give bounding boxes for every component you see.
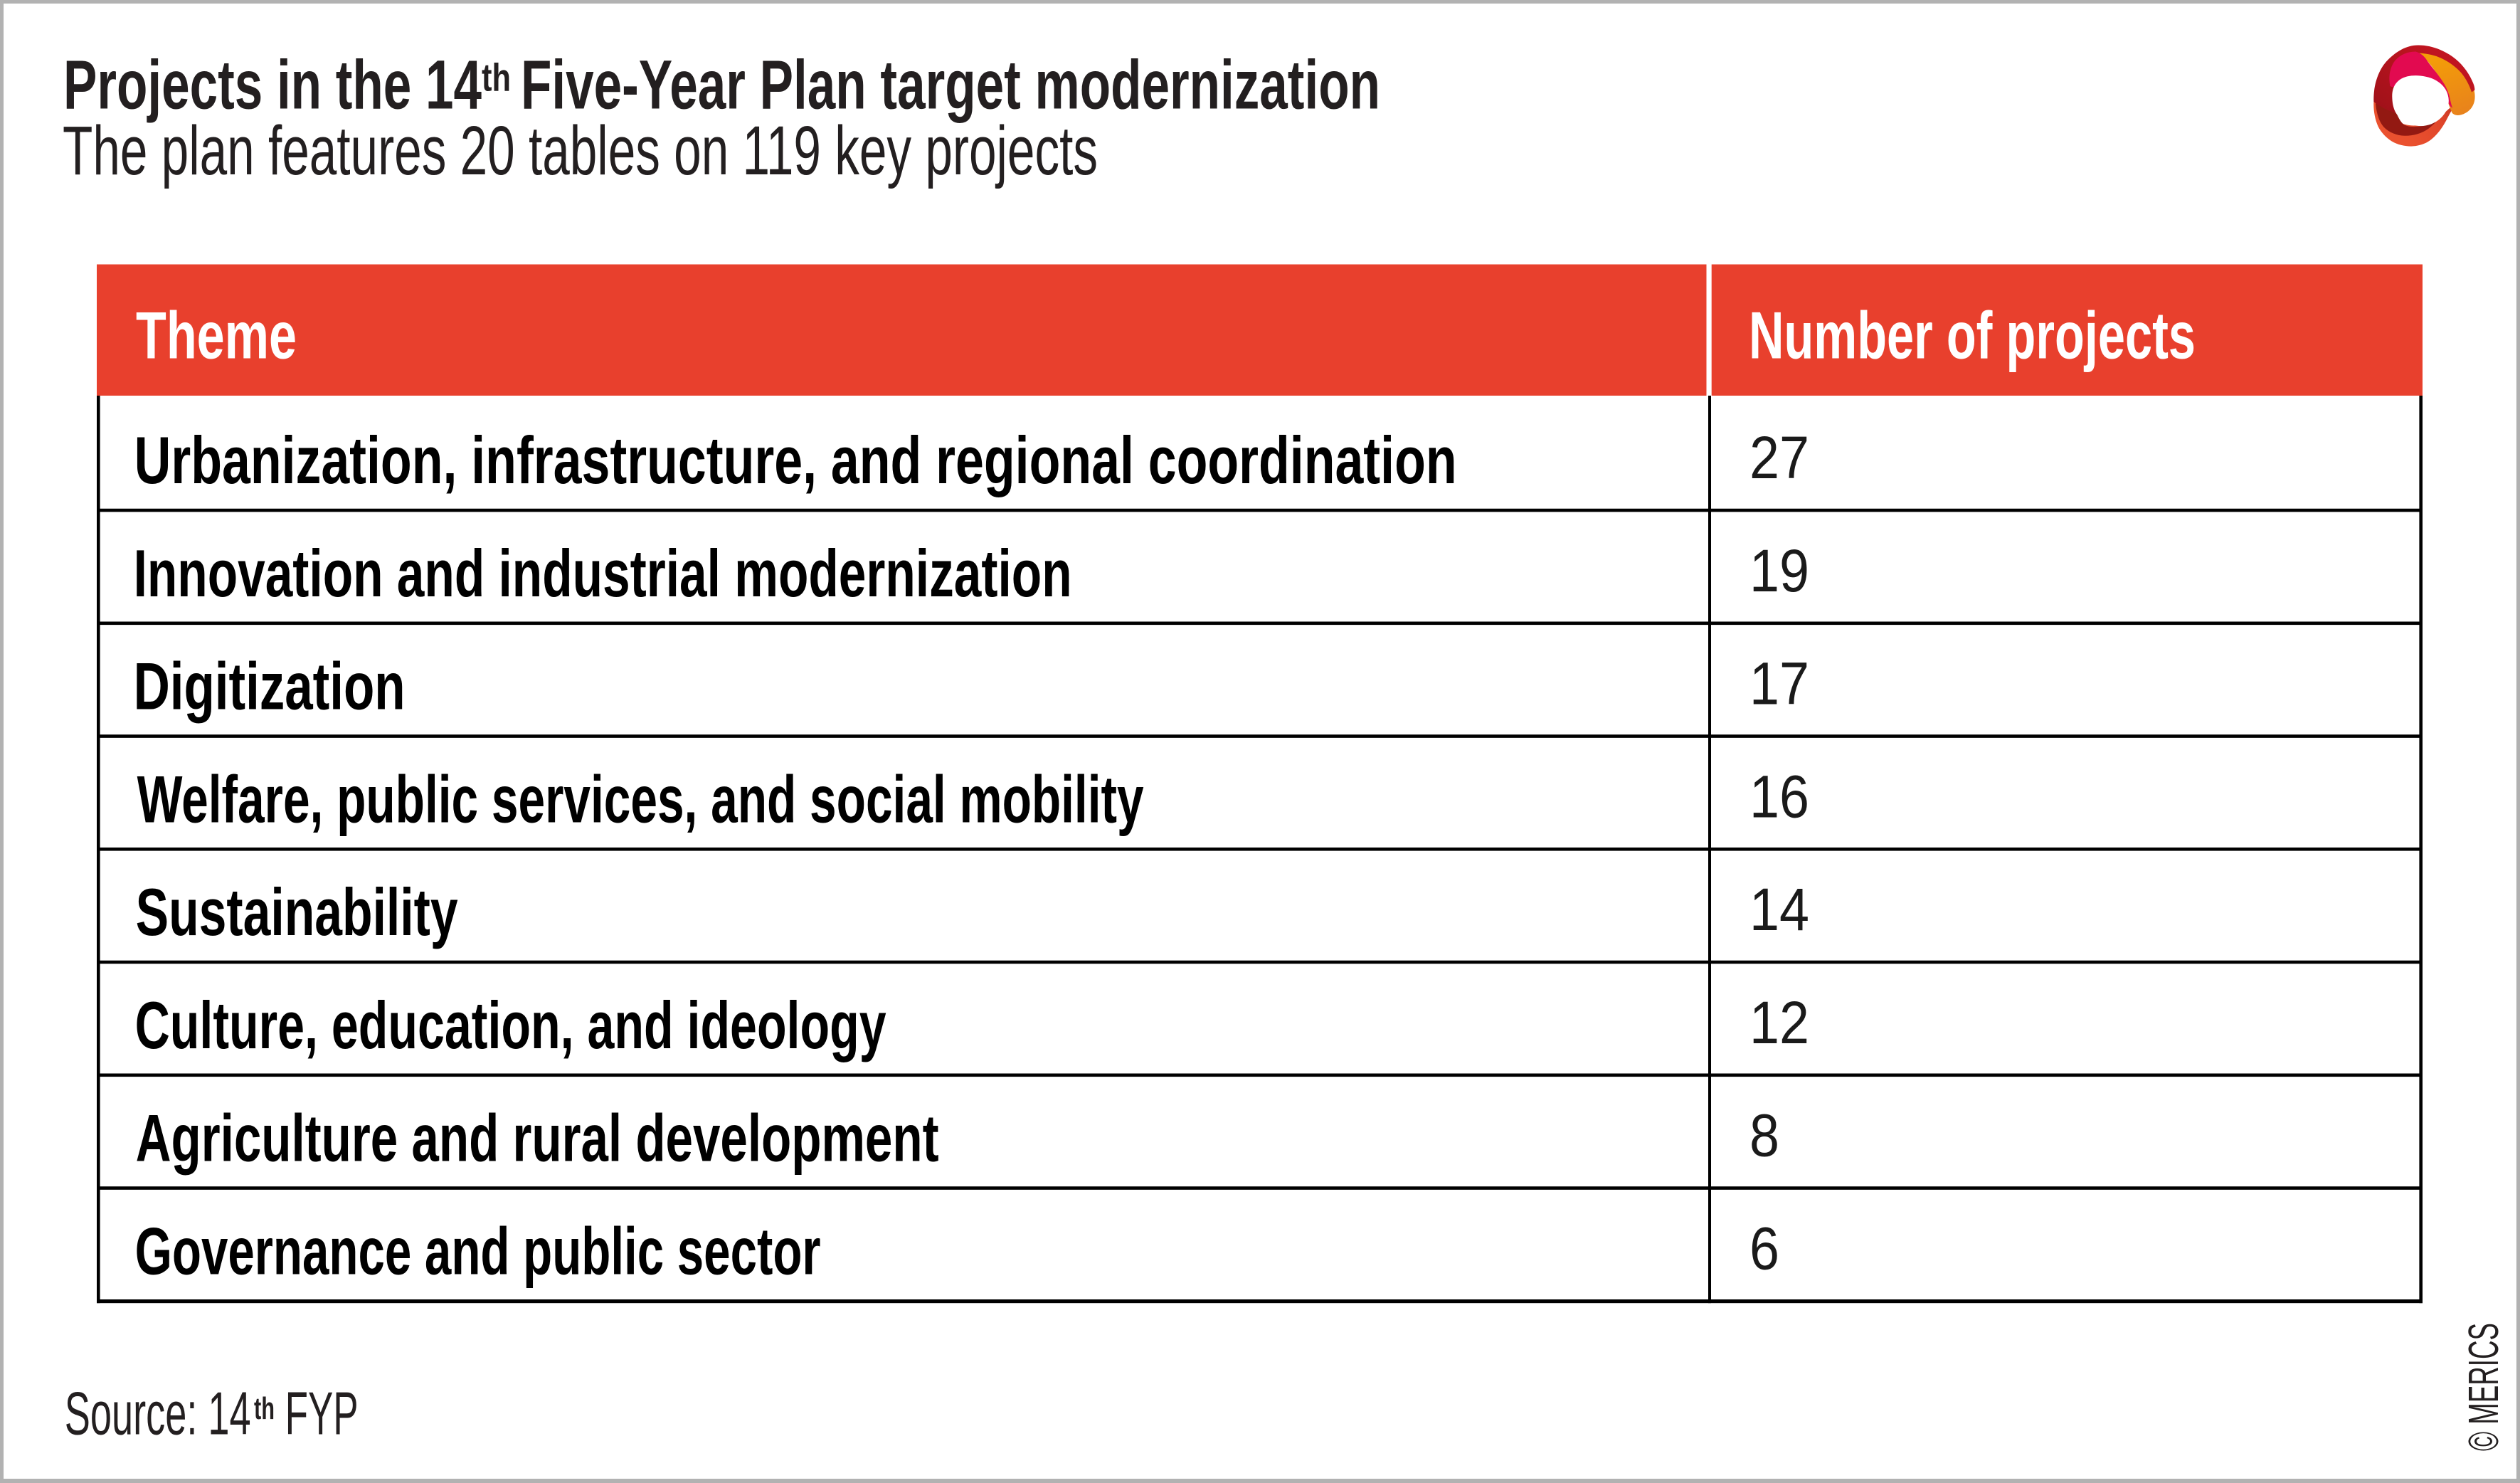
svg-text:Projects in the 14: Projects in the 14 xyxy=(63,46,482,124)
svg-text:14: 14 xyxy=(1749,876,1809,943)
svg-text:6: 6 xyxy=(1749,1215,1779,1282)
svg-text:Agriculture and rural developm: Agriculture and rural development xyxy=(136,1101,939,1176)
svg-text:8: 8 xyxy=(1749,1102,1779,1169)
svg-text:Source: 14: Source: 14 xyxy=(65,1381,251,1448)
svg-text:19: 19 xyxy=(1749,537,1809,604)
svg-text:Theme: Theme xyxy=(136,297,297,372)
svg-text:16: 16 xyxy=(1749,763,1809,830)
svg-text:Digitization: Digitization xyxy=(134,649,406,724)
svg-text:th: th xyxy=(254,1391,275,1426)
svg-text:FYP: FYP xyxy=(285,1381,359,1448)
svg-text:th: th xyxy=(482,55,511,99)
svg-text:27: 27 xyxy=(1749,424,1809,491)
svg-text:12: 12 xyxy=(1749,989,1809,1056)
svg-text:Sustainability: Sustainability xyxy=(136,875,458,949)
svg-text:Number of projects: Number of projects xyxy=(1749,297,2196,372)
svg-text:Urbanization, infrastructure,: Urbanization, infrastructure, and region… xyxy=(134,423,1457,497)
svg-text:The plan features 20 tables on: The plan features 20 tables on 119 key p… xyxy=(63,112,1098,189)
svg-text:Culture, education, and ideolo: Culture, education, and ideology xyxy=(135,988,886,1062)
svg-text:Innovation and industrial mode: Innovation and industrial modernization xyxy=(134,536,1072,611)
svg-text:Governance and public sector: Governance and public sector xyxy=(135,1213,821,1288)
svg-text:Welfare, public services, and: Welfare, public services, and social mob… xyxy=(137,761,1144,836)
svg-text:Five-Year Plan target moderniz: Five-Year Plan target modernization xyxy=(521,46,1380,124)
svg-text:17: 17 xyxy=(1749,650,1809,717)
svg-text:© MERICS: © MERICS xyxy=(2460,1323,2507,1451)
